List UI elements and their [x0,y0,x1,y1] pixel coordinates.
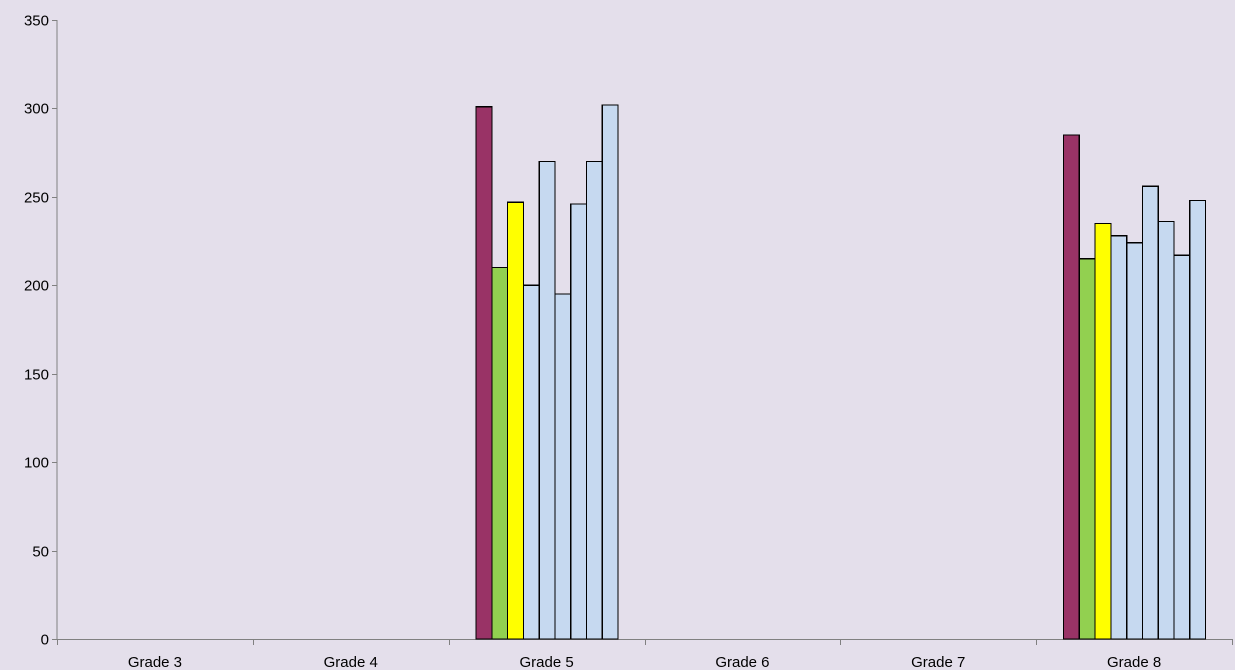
bar [1189,199,1207,640]
bar [1094,222,1112,640]
bar [1126,242,1144,640]
bar [1062,134,1080,640]
bar [1157,221,1175,640]
y-tick-label: 0 [41,632,49,649]
bar [538,160,556,640]
bar [522,284,540,640]
bar [507,201,525,640]
bar [491,267,509,640]
bar [601,104,619,640]
y-tick-label: 250 [24,190,49,207]
x-tick-label: Grade 5 [519,654,573,670]
x-tick-label: Grade 8 [1107,654,1161,670]
bar [1110,235,1128,640]
bars [475,104,1207,640]
bar [570,203,588,640]
x-tick-label: Grade 4 [324,654,378,670]
bar [1078,258,1096,640]
bar [1141,185,1159,640]
y-tick-label: 200 [24,278,49,295]
y-tick-label: 50 [32,544,49,561]
x-tick-label: Grade 3 [128,654,182,670]
x-tick-label: Grade 7 [911,654,965,670]
bar [475,106,493,640]
bar [554,293,572,640]
y-tick-label: 100 [24,455,49,472]
bar [1173,254,1191,640]
bar [585,160,603,640]
y-axis: 0 50 100 150 200 250 300 350 [24,13,58,649]
y-tick-label: 300 [24,101,49,118]
x-tick-label: Grade 6 [715,654,769,670]
y-tick-label: 350 [24,13,49,30]
x-axis: Grade 3 Grade 4 Grade 5 Grade 6 Grade 7 Grade… [57,639,1233,670]
y-tick-label: 150 [24,367,49,384]
